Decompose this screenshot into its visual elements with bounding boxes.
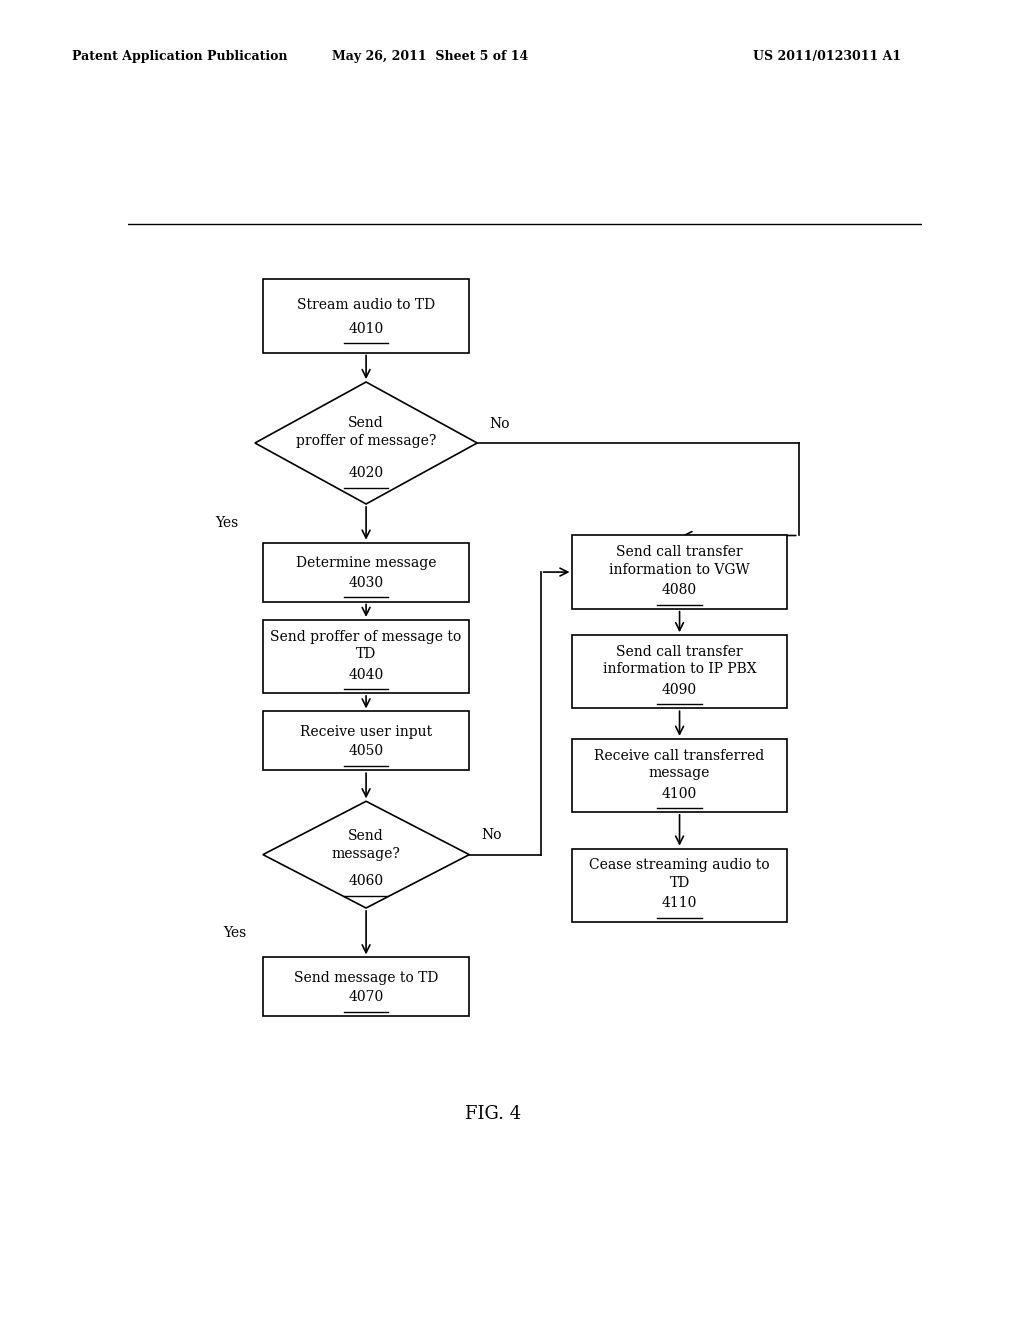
- Text: Send call transfer
information to IP PBX: Send call transfer information to IP PBX: [603, 645, 757, 676]
- Text: 4090: 4090: [662, 682, 697, 697]
- Text: Cease streaming audio to
TD: Cease streaming audio to TD: [589, 858, 770, 890]
- Text: 4080: 4080: [662, 583, 697, 598]
- Text: 4010: 4010: [348, 322, 384, 337]
- Text: 4020: 4020: [348, 466, 384, 480]
- Text: Receive user input: Receive user input: [300, 725, 432, 739]
- Text: Send call transfer
information to VGW: Send call transfer information to VGW: [609, 545, 750, 577]
- Text: 4050: 4050: [348, 744, 384, 759]
- Bar: [572, 635, 786, 709]
- Text: Receive call transferred
message: Receive call transferred message: [594, 748, 765, 780]
- Text: Yes: Yes: [215, 516, 239, 531]
- Text: Determine message: Determine message: [296, 556, 436, 570]
- Text: No: No: [489, 417, 510, 430]
- Bar: [263, 543, 469, 602]
- Text: Send message to TD: Send message to TD: [294, 972, 438, 985]
- Text: Send proffer of message to
TD: Send proffer of message to TD: [270, 630, 462, 661]
- Polygon shape: [255, 381, 477, 504]
- Text: 4030: 4030: [348, 576, 384, 590]
- Text: 4060: 4060: [348, 874, 384, 888]
- Bar: [263, 280, 469, 352]
- Text: Yes: Yes: [223, 925, 247, 940]
- Text: Patent Application Publication: Patent Application Publication: [72, 50, 287, 63]
- Bar: [572, 849, 786, 921]
- Bar: [263, 957, 469, 1016]
- Text: 4070: 4070: [348, 990, 384, 1005]
- Text: 4040: 4040: [348, 668, 384, 681]
- Text: Send
message?: Send message?: [332, 829, 400, 861]
- Text: Send
proffer of message?: Send proffer of message?: [296, 416, 436, 447]
- Text: 4100: 4100: [662, 787, 697, 801]
- Text: No: No: [481, 829, 502, 842]
- Bar: [263, 711, 469, 771]
- Text: May 26, 2011  Sheet 5 of 14: May 26, 2011 Sheet 5 of 14: [332, 50, 528, 63]
- Text: FIG. 4: FIG. 4: [465, 1105, 521, 1123]
- Bar: [263, 620, 469, 693]
- Text: US 2011/0123011 A1: US 2011/0123011 A1: [753, 50, 901, 63]
- Bar: [572, 536, 786, 609]
- Text: Stream audio to TD: Stream audio to TD: [297, 298, 435, 312]
- Polygon shape: [263, 801, 469, 908]
- Bar: [572, 739, 786, 812]
- Text: 4110: 4110: [662, 896, 697, 911]
